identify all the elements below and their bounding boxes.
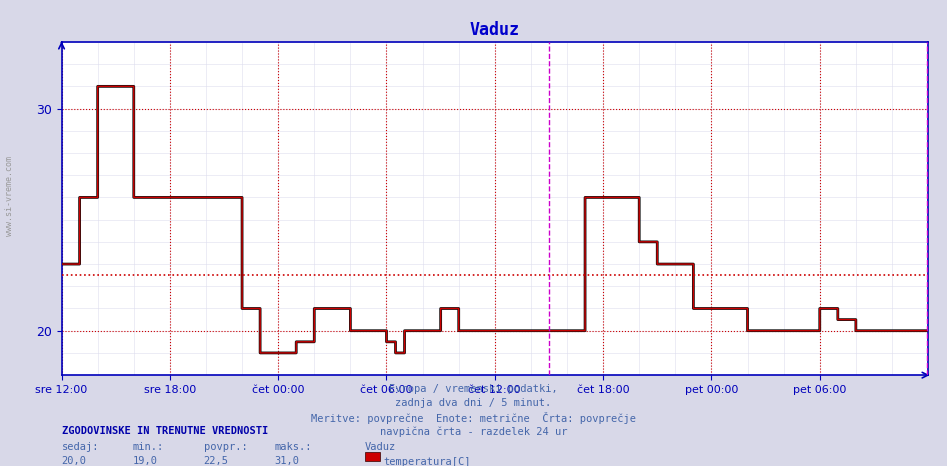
Text: 31,0: 31,0 — [275, 456, 299, 466]
Text: temperatura[C]: temperatura[C] — [384, 457, 471, 466]
Text: maks.:: maks.: — [275, 442, 313, 452]
Text: navpična črta - razdelek 24 ur: navpična črta - razdelek 24 ur — [380, 426, 567, 437]
Text: min.:: min.: — [133, 442, 164, 452]
Text: zadnja dva dni / 5 minut.: zadnja dva dni / 5 minut. — [396, 398, 551, 408]
Text: sedaj:: sedaj: — [62, 442, 99, 452]
Text: www.si-vreme.com: www.si-vreme.com — [5, 156, 14, 236]
Text: Meritve: povprečne  Enote: metrične  Črta: povprečje: Meritve: povprečne Enote: metrične Črta:… — [311, 412, 636, 425]
Text: 20,0: 20,0 — [62, 456, 86, 466]
Text: povpr.:: povpr.: — [204, 442, 247, 452]
Text: 22,5: 22,5 — [204, 456, 228, 466]
Text: Vaduz: Vaduz — [365, 442, 396, 452]
Text: 19,0: 19,0 — [133, 456, 157, 466]
Text: Evropa / vremenski podatki,: Evropa / vremenski podatki, — [389, 384, 558, 394]
Title: Vaduz: Vaduz — [470, 21, 520, 39]
Text: ZGODOVINSKE IN TRENUTNE VREDNOSTI: ZGODOVINSKE IN TRENUTNE VREDNOSTI — [62, 426, 268, 436]
